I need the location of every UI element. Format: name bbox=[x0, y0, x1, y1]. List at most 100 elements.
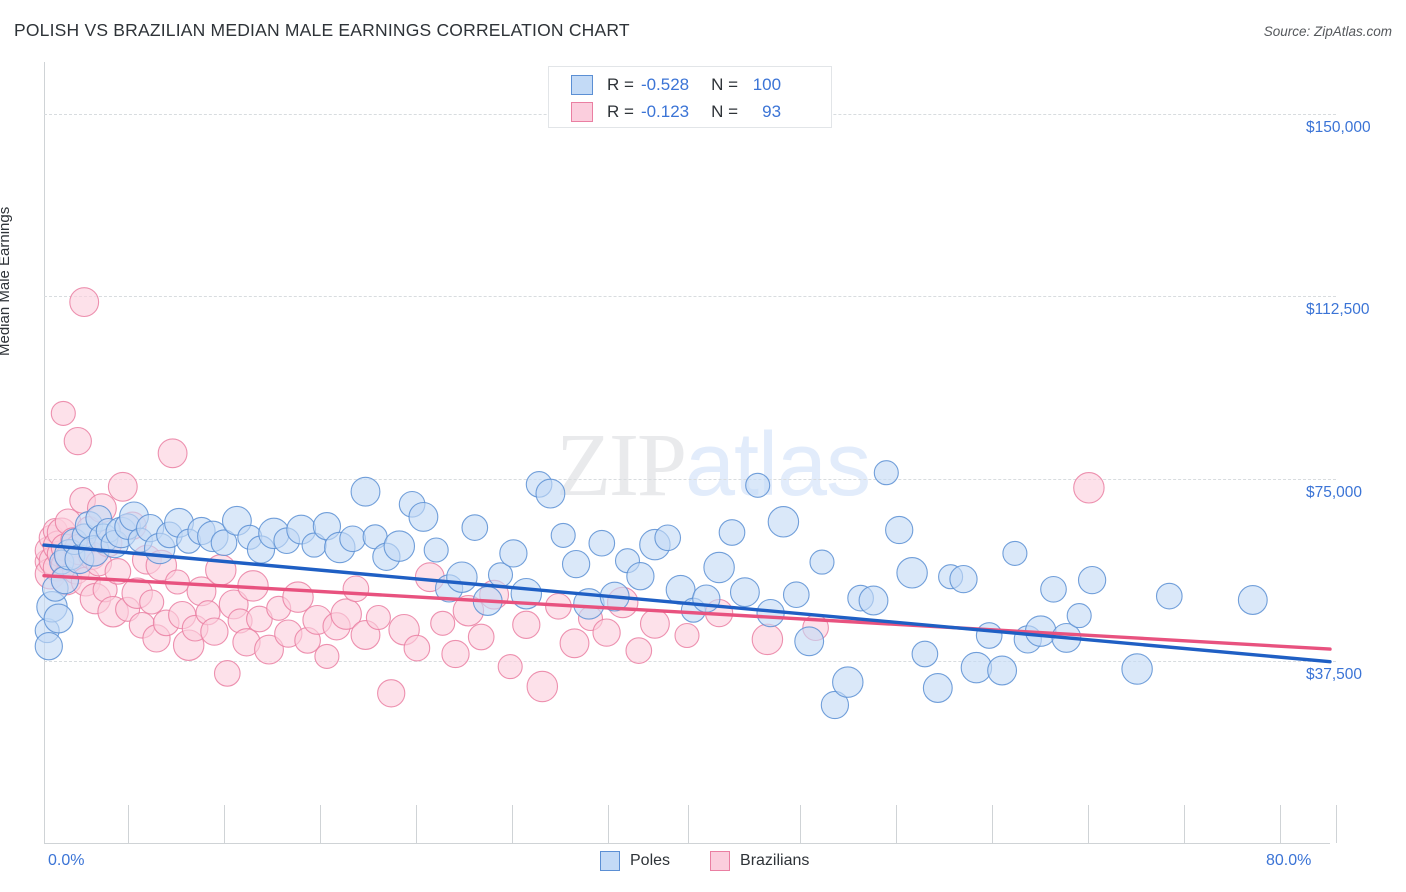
stats-n-label-brazilians: N = bbox=[711, 101, 739, 121]
x-tick-8 bbox=[896, 805, 897, 843]
data-point bbox=[588, 529, 616, 557]
data-point bbox=[213, 660, 241, 687]
data-point bbox=[200, 617, 229, 646]
data-point bbox=[50, 400, 76, 426]
data-point bbox=[858, 585, 889, 616]
series-poles bbox=[34, 460, 1268, 720]
data-point bbox=[1066, 603, 1092, 629]
stats-r-value-poles: -0.528 bbox=[640, 74, 690, 94]
trendline-brazilians bbox=[42, 574, 1332, 651]
legend-item-brazilians[interactable]: Brazilians bbox=[710, 851, 809, 871]
data-point bbox=[1155, 582, 1183, 610]
legend-swatch-brazilians bbox=[710, 851, 731, 871]
x-tick-9 bbox=[992, 805, 993, 843]
x-tick-3 bbox=[416, 805, 417, 843]
data-point bbox=[330, 598, 362, 630]
data-point bbox=[377, 679, 406, 708]
data-point bbox=[639, 608, 670, 639]
x-tick-7 bbox=[800, 805, 801, 843]
data-point bbox=[550, 522, 576, 548]
x-tick-label-0: 0.0% bbox=[48, 852, 85, 869]
x-tick-5 bbox=[608, 805, 609, 843]
data-point bbox=[1073, 472, 1105, 504]
x-tick-label-1: 80.0% bbox=[1266, 852, 1312, 869]
stats-n-value-brazilians: 93 bbox=[762, 101, 782, 121]
data-point bbox=[535, 478, 566, 509]
data-point bbox=[467, 623, 495, 651]
data-point bbox=[408, 501, 439, 532]
data-point bbox=[254, 634, 284, 665]
series-brazilians bbox=[34, 287, 1105, 708]
legend-label-brazilians: Brazilians bbox=[740, 852, 810, 869]
y-tick-label-3: $37,500 bbox=[1306, 665, 1363, 683]
data-point bbox=[526, 670, 559, 703]
data-point bbox=[751, 623, 784, 656]
data-point bbox=[654, 524, 682, 552]
data-point bbox=[365, 604, 391, 631]
data-point bbox=[592, 618, 621, 647]
x-tick-4 bbox=[512, 805, 513, 843]
data-point bbox=[139, 589, 165, 615]
y-tick-label-2: $75,000 bbox=[1306, 483, 1363, 501]
data-point bbox=[314, 643, 340, 669]
data-point bbox=[446, 561, 478, 593]
stats-swatch-brazilians bbox=[571, 101, 593, 122]
data-point bbox=[626, 562, 655, 591]
data-point bbox=[718, 519, 746, 546]
stats-r-label-poles: R = bbox=[607, 74, 634, 94]
data-point bbox=[512, 610, 541, 639]
gridline-2 bbox=[44, 478, 1336, 480]
data-point bbox=[767, 506, 800, 538]
x-tick-11 bbox=[1184, 805, 1185, 843]
page-title: POLISH VS BRAZILIAN MEDIAN MALE EARNINGS… bbox=[14, 20, 630, 40]
x-tick-1 bbox=[224, 805, 225, 843]
source-attribution: Source: ZipAtlas.com bbox=[1263, 24, 1392, 39]
data-point bbox=[1040, 575, 1067, 603]
data-point bbox=[339, 525, 366, 553]
stats-r-value-brazilians: -0.123 bbox=[640, 101, 690, 121]
data-point bbox=[63, 426, 92, 456]
data-point bbox=[975, 622, 1003, 649]
data-point bbox=[1237, 585, 1268, 615]
data-point bbox=[1121, 653, 1153, 685]
stats-swatch-poles bbox=[571, 74, 593, 95]
data-point bbox=[499, 539, 528, 568]
x-tick-13 bbox=[1336, 805, 1337, 843]
data-point bbox=[782, 581, 810, 609]
data-point bbox=[625, 637, 653, 664]
data-point bbox=[157, 438, 188, 469]
data-point bbox=[987, 655, 1018, 686]
stats-n-value-poles: 100 bbox=[752, 74, 782, 94]
data-point bbox=[561, 549, 591, 579]
data-point bbox=[350, 476, 381, 507]
x-tick-6 bbox=[688, 805, 689, 843]
data-point bbox=[559, 628, 590, 659]
stats-n-label-poles: N = bbox=[711, 74, 739, 94]
data-point bbox=[911, 640, 939, 668]
x-tick-origin bbox=[44, 790, 45, 843]
legend-label-poles: Poles bbox=[630, 852, 671, 869]
data-point bbox=[885, 515, 914, 545]
data-point bbox=[107, 471, 138, 502]
data-point bbox=[745, 472, 771, 498]
data-point bbox=[210, 529, 238, 557]
data-point bbox=[342, 575, 370, 603]
gridline-1 bbox=[44, 296, 1336, 298]
data-point bbox=[949, 564, 978, 594]
legend-item-poles[interactable]: Poles bbox=[600, 851, 670, 871]
data-point bbox=[703, 551, 735, 584]
x-tick-12 bbox=[1280, 805, 1281, 843]
data-point bbox=[692, 584, 721, 613]
data-point bbox=[423, 537, 449, 563]
data-point bbox=[497, 654, 523, 680]
data-point bbox=[441, 639, 470, 669]
x-tick-0 bbox=[128, 805, 129, 843]
correlation-stats-box: R = -0.528 N = 100 R = -0.123 N = 93 bbox=[548, 66, 832, 128]
data-point bbox=[461, 514, 489, 541]
data-point bbox=[43, 603, 74, 634]
data-point bbox=[820, 690, 850, 720]
data-point bbox=[403, 634, 431, 662]
data-point bbox=[1002, 540, 1028, 566]
stats-row-brazilians: R = -0.123 N = 93 bbox=[549, 98, 831, 125]
